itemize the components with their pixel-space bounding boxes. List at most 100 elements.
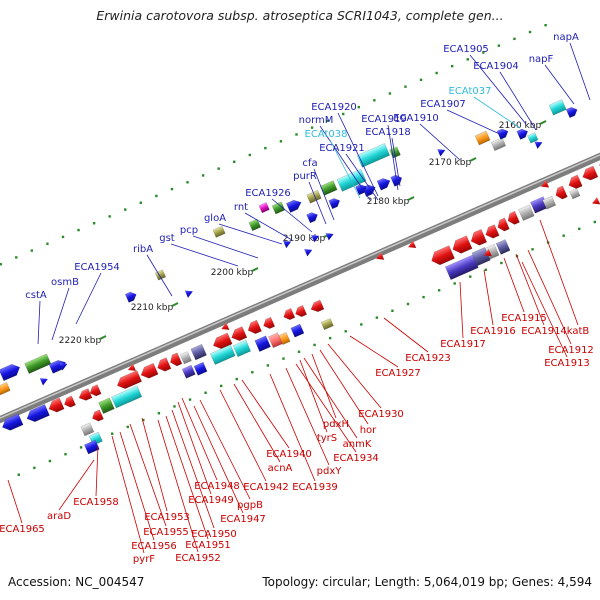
reverse-gene-label[interactable]: ECA1939: [292, 482, 338, 493]
gene-marker: [221, 322, 230, 330]
reverse-gene-label[interactable]: hor: [360, 425, 377, 436]
forward-gene-label[interactable]: pcp: [180, 225, 198, 236]
scale-dot: [186, 181, 189, 184]
reverse-gene-label[interactable]: ECA1917: [440, 339, 486, 350]
forward-gene-label[interactable]: ECA1907: [420, 99, 466, 110]
reverse-gene-label[interactable]: pdxH: [323, 419, 349, 430]
tick-mark: [171, 302, 179, 307]
forward-gene-label[interactable]: ECA1919: [361, 114, 407, 125]
gene-feature: [444, 254, 479, 281]
reverse-gene-label[interactable]: ECA1952: [175, 553, 221, 564]
forward-gene-label[interactable]: ECA1920: [311, 102, 357, 113]
gene-feature: [569, 188, 581, 200]
reverse-gene-label[interactable]: ECA1930: [358, 409, 404, 420]
scale-dot: [108, 215, 111, 218]
reverse-gene-label[interactable]: ECA1942: [243, 482, 289, 493]
reverse-gene-label[interactable]: anmK: [343, 439, 372, 450]
leader-line: [241, 379, 290, 449]
gene-feature: [470, 228, 488, 246]
reverse-gene-label[interactable]: ECA1915: [501, 313, 547, 324]
gene-marker: [127, 363, 136, 371]
tick-label: 2190 kbp: [283, 234, 326, 244]
reverse-gene-label[interactable]: acnA: [268, 463, 293, 474]
reverse-gene-label[interactable]: ECA1916: [470, 326, 516, 337]
gene-feature: [431, 245, 455, 266]
scale-dot: [578, 227, 581, 231]
reverse-gene-label[interactable]: ECA1947: [220, 514, 266, 525]
reverse-gene-label[interactable]: ECA1950: [191, 529, 237, 540]
reverse-gene-label[interactable]: tyrS: [317, 433, 337, 444]
reverse-gene-label[interactable]: ECA1956: [131, 541, 177, 552]
forward-gene-label[interactable]: ECA1910: [393, 113, 439, 124]
gene-feature: [471, 247, 491, 267]
forward-gene-label[interactable]: purR: [293, 171, 317, 182]
reverse-gene-label[interactable]: ECA1913: [544, 358, 590, 369]
gene-feature: [0, 363, 21, 382]
forward-gene-label[interactable]: ECA1904: [473, 61, 519, 72]
gene-feature: [507, 210, 520, 225]
gene-arrow: [295, 305, 308, 318]
leader-line: [192, 235, 259, 259]
tick-label: 2170 kbp: [429, 158, 472, 168]
leader-line: [319, 125, 371, 201]
reverse-gene-label[interactable]: katB: [567, 326, 590, 337]
scale-dot: [92, 222, 96, 225]
forward-gene-label[interactable]: cfa: [302, 158, 317, 169]
reverse-gene-label[interactable]: ECA1934: [333, 453, 379, 464]
reverse-gene-label[interactable]: pdxY: [317, 466, 343, 477]
gene-arrow: [565, 107, 578, 119]
forward-gene-label[interactable]: rnt: [234, 202, 248, 213]
reverse-gene-label[interactable]: ECA1914: [521, 326, 567, 337]
reverse-gene-label[interactable]: pyrF: [133, 554, 155, 565]
reverse-gene-label[interactable]: ECA1923: [405, 353, 451, 364]
reverse-gene-label[interactable]: ECA1949: [188, 495, 234, 506]
scale-dot: [142, 418, 145, 422]
gene-marker-arrow: [283, 240, 292, 249]
forward-gene-label[interactable]: normM: [299, 115, 334, 126]
forward-gene-label[interactable]: ECA1926: [245, 188, 291, 199]
gene-feature: [542, 195, 557, 210]
reverse-gene-label[interactable]: araD: [47, 511, 71, 522]
gene-feature: [285, 199, 302, 213]
forward-gene-label[interactable]: gst: [159, 233, 175, 244]
forward-gene-label[interactable]: ECAt037: [449, 86, 492, 97]
gene-arrow: [495, 239, 511, 255]
forward-gene-label[interactable]: napF: [529, 54, 554, 65]
gene-feature: [98, 397, 115, 414]
gene-arrow: [263, 316, 276, 329]
scale-dot: [282, 357, 285, 360]
gene-feature: [124, 291, 137, 303]
forward-gene-label[interactable]: cstA: [25, 290, 47, 301]
reverse-gene-label[interactable]: ECA1951: [185, 540, 231, 551]
forward-gene-label[interactable]: ECAt038: [305, 129, 348, 140]
scale-dot: [79, 446, 83, 449]
gene-arrow: [48, 397, 65, 413]
forward-gene-label[interactable]: napA: [553, 32, 579, 43]
forward-gene-label[interactable]: osmB: [51, 277, 79, 288]
reverse-gene-label[interactable]: ECA1927: [375, 368, 421, 379]
reverse-gene-label[interactable]: ECA1958: [73, 497, 119, 508]
forward-gene-label[interactable]: gloA: [204, 213, 226, 224]
scale-dot: [391, 309, 394, 312]
forward-gene-label[interactable]: ECA1905: [443, 44, 489, 55]
scale-dot: [264, 146, 267, 150]
forward-gene-label[interactable]: ECA1918: [365, 127, 411, 138]
reverse-gene-label[interactable]: pgpB: [237, 500, 263, 511]
gene-marker-arrow: [184, 290, 193, 298]
reverse-gene-label[interactable]: ECA1953: [144, 512, 190, 523]
reverse-gene-label[interactable]: ECA1948: [194, 481, 240, 492]
forward-gene-label[interactable]: ECA1921: [319, 143, 365, 154]
gene-feature: [565, 107, 578, 119]
gene-arrow: [89, 384, 102, 397]
reverse-gene-label[interactable]: ECA1955: [143, 527, 189, 538]
gene-marker: [304, 249, 313, 257]
gene-arrow: [306, 189, 322, 204]
leader-line: [295, 363, 357, 453]
forward-gene-label[interactable]: ECA1954: [74, 262, 120, 273]
reverse-gene-label[interactable]: ECA1912: [548, 345, 594, 356]
forward-gene-label[interactable]: ribA: [133, 244, 153, 255]
reverse-gene-label[interactable]: ECA1965: [0, 524, 45, 535]
reverse-gene-label[interactable]: ECA1940: [266, 449, 312, 460]
